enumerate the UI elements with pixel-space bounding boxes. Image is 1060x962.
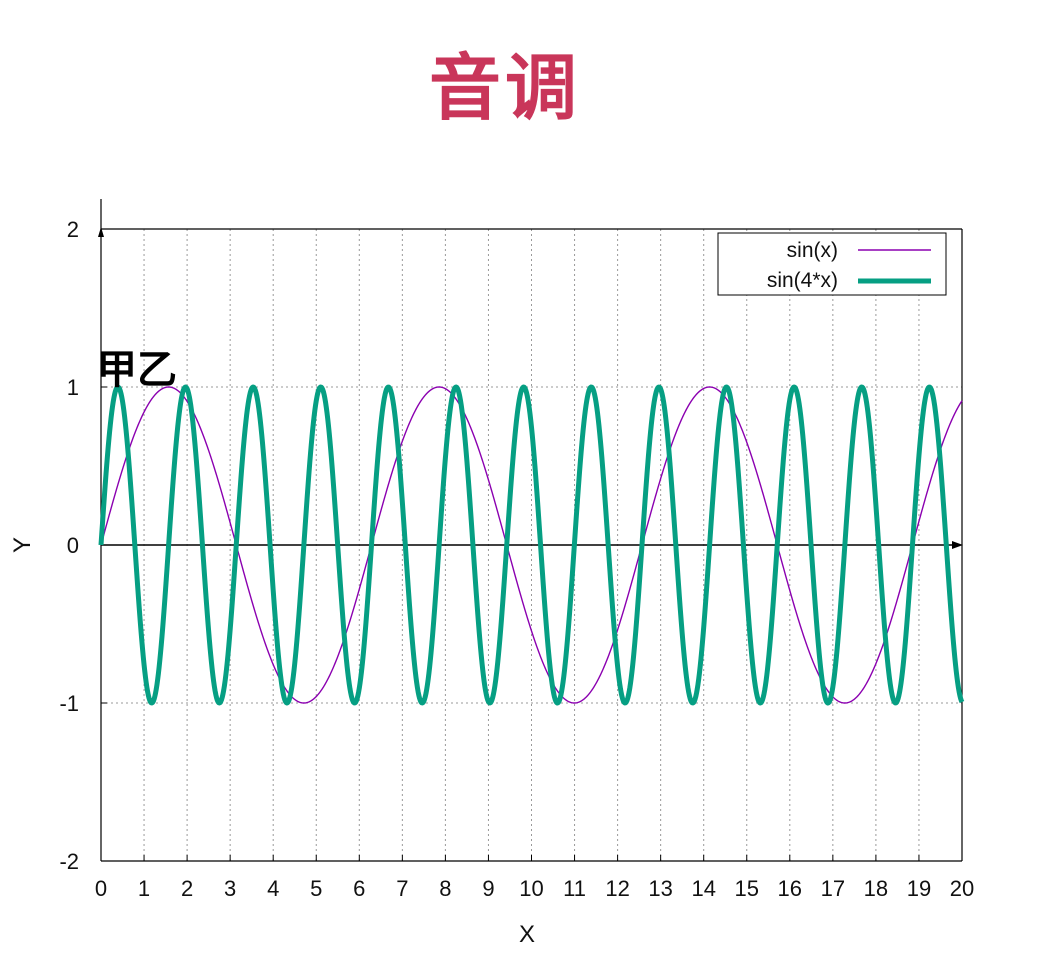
series-line-1 xyxy=(100,386,963,704)
x-tick-label: 18 xyxy=(864,876,888,901)
legend-label-series-2: sin(4*x) xyxy=(767,269,838,292)
x-tick-label: 20 xyxy=(950,876,974,901)
y-axis-title: Y xyxy=(9,537,36,553)
x-tick-label: 13 xyxy=(648,876,672,901)
x-tick-label: 8 xyxy=(439,876,451,901)
x-tick-label: 5 xyxy=(310,876,322,901)
x-tick-label: 16 xyxy=(778,876,802,901)
y-tick-label: 0 xyxy=(67,533,79,558)
series-lines xyxy=(98,384,965,706)
x-tick-label: 3 xyxy=(224,876,236,901)
x-tick-label: 1 xyxy=(138,876,150,901)
x-axis-title: X xyxy=(519,921,535,948)
series-line-2 xyxy=(98,384,965,706)
legend: sin(x) sin(4*x) xyxy=(717,232,947,296)
y-tick-label: -1 xyxy=(59,691,79,716)
x-tick-label: 19 xyxy=(907,876,931,901)
y-tick-label: 1 xyxy=(67,375,79,400)
x-tick-label: 7 xyxy=(396,876,408,901)
x-tick-label: 2 xyxy=(181,876,193,901)
y-tick-label: 2 xyxy=(67,217,79,242)
x-tick-label: 11 xyxy=(563,876,586,901)
x-tick-label: 17 xyxy=(821,876,845,901)
x-tick-label: 9 xyxy=(482,876,494,901)
x-tick-label: 14 xyxy=(691,876,715,901)
x-tick-label: 12 xyxy=(605,876,629,901)
y-axis-arrow xyxy=(98,227,104,237)
x-tick-label: 0 xyxy=(95,876,107,901)
y-tick-label: -2 xyxy=(59,849,79,874)
legend-box xyxy=(717,232,947,296)
x-tick-label: 10 xyxy=(519,876,543,901)
x-tick-label: 15 xyxy=(735,876,759,901)
x-axis-arrow xyxy=(952,541,963,549)
x-tick-label: 4 xyxy=(267,876,279,901)
x-tick-label: 6 xyxy=(353,876,365,901)
legend-label-series-1: sin(x) xyxy=(787,239,838,262)
annotation-text: 甲乙 xyxy=(97,347,177,393)
page-title: 音调 xyxy=(428,46,581,130)
